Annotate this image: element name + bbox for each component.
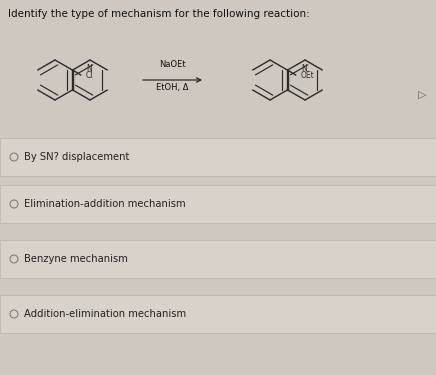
Text: OEt: OEt <box>301 70 314 80</box>
FancyBboxPatch shape <box>0 295 436 333</box>
Text: Cl: Cl <box>86 70 93 80</box>
Text: N: N <box>86 64 92 73</box>
Text: ▷: ▷ <box>418 90 426 100</box>
Text: Elimination-addition mechanism: Elimination-addition mechanism <box>24 199 186 209</box>
Text: NaOEt: NaOEt <box>159 60 186 69</box>
Text: Addition-elimination mechanism: Addition-elimination mechanism <box>24 309 186 319</box>
Text: Identify the type of mechanism for the following reaction:: Identify the type of mechanism for the f… <box>8 9 310 19</box>
FancyBboxPatch shape <box>0 240 436 278</box>
Text: N: N <box>301 64 307 73</box>
FancyBboxPatch shape <box>0 138 436 176</box>
Text: EtOH, Δ: EtOH, Δ <box>156 83 189 92</box>
Text: By SN? displacement: By SN? displacement <box>24 152 129 162</box>
Text: Benzyne mechanism: Benzyne mechanism <box>24 254 128 264</box>
FancyBboxPatch shape <box>0 185 436 223</box>
